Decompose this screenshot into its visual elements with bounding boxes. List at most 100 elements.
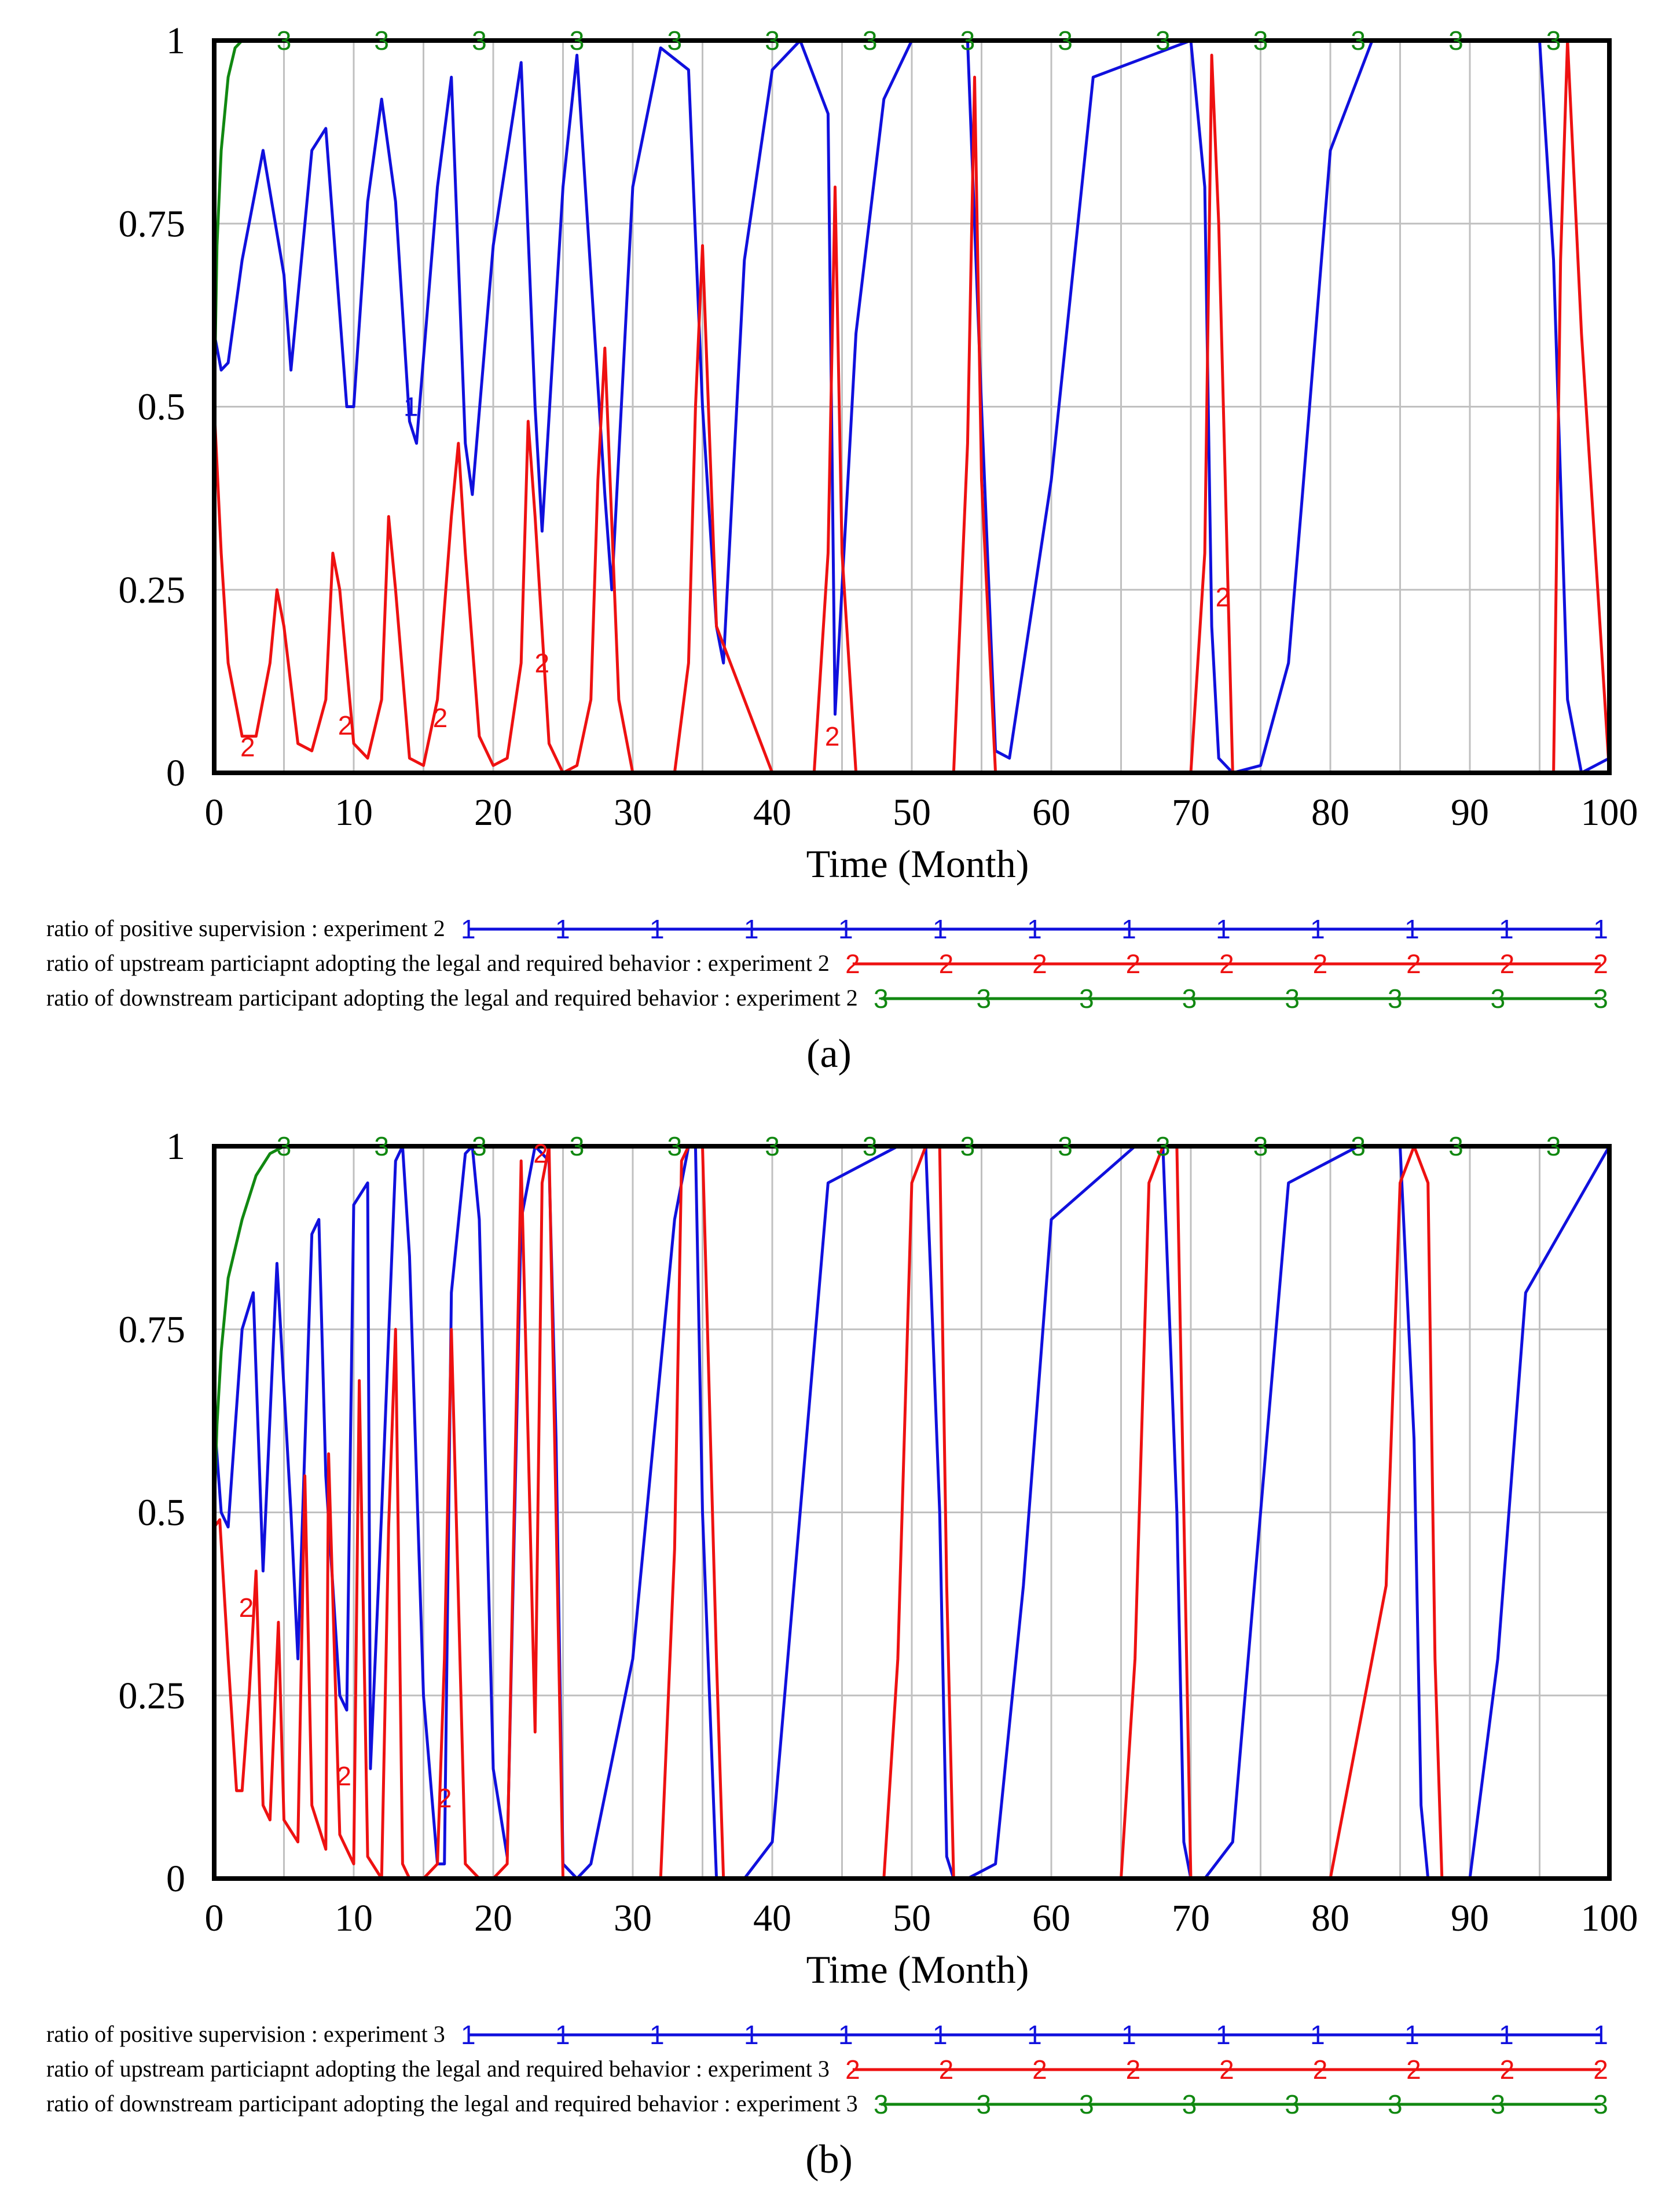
legend-marker-series-3: 3 xyxy=(1593,984,1608,1014)
legend-marker-series-1: 1 xyxy=(1499,914,1514,944)
series-1-point-label: 1 xyxy=(404,392,419,422)
series-3-marker: 3 xyxy=(570,1131,585,1161)
legend-marker-series-3: 3 xyxy=(1491,2089,1506,2119)
y-tick-label: 0.25 xyxy=(119,1675,186,1717)
x-tick-label: 50 xyxy=(893,1897,931,1939)
series-2-point-label: 2 xyxy=(1216,582,1231,612)
series-2-point-label: 2 xyxy=(825,721,840,751)
y-tick-label: 0.25 xyxy=(119,569,186,611)
legend-marker-series-1: 1 xyxy=(838,914,853,944)
x-tick-label: 10 xyxy=(335,791,373,834)
legend-marker-series-1: 1 xyxy=(555,2020,570,2050)
y-tick-label: 0.75 xyxy=(119,1308,186,1351)
legend-label-series-2: ratio of upstream particiapnt adopting t… xyxy=(46,950,830,976)
y-tick-label: 0.75 xyxy=(119,203,186,245)
legend-marker-series-1: 1 xyxy=(461,2020,476,2050)
series-1-line xyxy=(212,39,1611,775)
legend-marker-series-1: 1 xyxy=(933,914,948,944)
legend-marker-series-3: 3 xyxy=(1182,2089,1197,2119)
series-3-marker: 3 xyxy=(1351,25,1366,56)
legend-label-series-3: ratio of downstream participant adopting… xyxy=(46,2090,858,2116)
x-tick-label: 0 xyxy=(205,1897,224,1939)
x-tick-label: 20 xyxy=(474,791,512,834)
legend-marker-series-2: 2 xyxy=(1313,2055,1328,2085)
legend-label-series-3: ratio of downstream participant adopting… xyxy=(46,985,858,1011)
legend-marker-series-2: 2 xyxy=(1500,949,1515,979)
legend-marker-series-3: 3 xyxy=(1079,2089,1094,2119)
legend: ratio of positive supervision : experime… xyxy=(46,2020,1608,2119)
legend-marker-series-2: 2 xyxy=(845,949,860,979)
legend-marker-series-3: 3 xyxy=(1388,2089,1403,2119)
legend-marker-series-2: 2 xyxy=(1593,2055,1608,2085)
legend-marker-series-1: 1 xyxy=(1216,2020,1231,2050)
legend-marker-series-2: 2 xyxy=(939,949,954,979)
legend-marker-series-1: 1 xyxy=(1404,914,1419,944)
x-axis-title: Time (Month) xyxy=(806,842,1029,886)
legend-marker-series-1: 1 xyxy=(1027,914,1042,944)
legend-marker-series-3: 3 xyxy=(1285,984,1300,1014)
series-3-marker: 3 xyxy=(1448,25,1463,56)
legend-marker-series-1: 1 xyxy=(555,914,570,944)
x-tick-label: 70 xyxy=(1172,791,1210,834)
series-3-line xyxy=(212,1144,1609,1513)
series-3-marker: 3 xyxy=(374,1131,389,1161)
legend-marker-series-2: 2 xyxy=(845,2055,860,2085)
legend-marker-series-1: 1 xyxy=(1593,2020,1608,2050)
legend-marker-series-1: 1 xyxy=(744,2020,759,2050)
x-tick-label: 0 xyxy=(205,791,224,834)
legend-marker-series-2: 2 xyxy=(1126,949,1141,979)
gridlines xyxy=(213,39,1611,774)
legend-marker-series-1: 1 xyxy=(1216,914,1231,944)
legend-marker-series-3: 3 xyxy=(1593,2089,1608,2119)
gridlines xyxy=(213,1145,1611,1880)
legend-label-series-1: ratio of positive supervision : experime… xyxy=(46,2021,445,2047)
series-2-point-label: 2 xyxy=(533,1139,548,1169)
plot-frame xyxy=(212,1144,1612,1881)
legend-marker-series-1: 1 xyxy=(1027,2020,1042,2050)
series-3-marker: 3 xyxy=(1448,1131,1463,1161)
series-markers: 3 3 3 3 3 3 3 3 3 3 3 3 3 3 xyxy=(277,25,1561,56)
panel-caption: (b) xyxy=(805,2137,853,2182)
x-tick-label: 90 xyxy=(1451,1897,1489,1939)
series-3-marker: 3 xyxy=(472,25,487,56)
series-3-marker: 3 xyxy=(277,25,292,56)
legend-marker-series-2: 2 xyxy=(1219,2055,1234,2085)
legend-marker-series-1: 1 xyxy=(1310,914,1325,944)
series-markers: 3 3 3 3 3 3 3 3 3 3 3 3 3 3 xyxy=(277,1131,1561,1161)
series-3-marker: 3 xyxy=(1058,25,1073,56)
series-3-marker: 3 xyxy=(960,1131,975,1161)
series-3-marker: 3 xyxy=(863,25,878,56)
legend-marker-series-3: 3 xyxy=(874,984,889,1014)
y-tick-label: 0.5 xyxy=(138,1492,186,1534)
legend-marker-series-2: 2 xyxy=(1126,2055,1141,2085)
series-3-marker: 3 xyxy=(1546,1131,1561,1161)
x-tick-label: 10 xyxy=(335,1897,373,1939)
series-2-point-label: 2 xyxy=(437,1783,452,1813)
y-tick-label: 1 xyxy=(166,20,185,62)
legend-marker-series-3: 3 xyxy=(874,2089,889,2119)
series-2-point-label: 2 xyxy=(240,732,255,762)
series-3-marker: 3 xyxy=(1156,1131,1171,1161)
y-tick-label: 0 xyxy=(166,1858,185,1900)
legend-marker-series-1: 1 xyxy=(650,2020,665,2050)
series-3-marker: 3 xyxy=(960,25,975,56)
series-3-marker: 3 xyxy=(1253,25,1268,56)
legend-label-series-1: ratio of positive supervision : experime… xyxy=(46,915,445,941)
series-3-marker: 3 xyxy=(667,1131,683,1161)
legend-marker-series-3: 3 xyxy=(1079,984,1094,1014)
series-group xyxy=(212,1144,1611,1880)
x-tick-label: 80 xyxy=(1311,791,1349,834)
legend-marker-series-2: 2 xyxy=(1406,949,1421,979)
x-tick-label: 90 xyxy=(1451,791,1489,834)
y-tick-label: 0.5 xyxy=(138,386,186,428)
series-3-marker: 3 xyxy=(570,25,585,56)
legend-label-series-2: ratio of upstream particiapnt adopting t… xyxy=(46,2056,830,2082)
legend-marker-series-3: 3 xyxy=(977,984,992,1014)
series-3-marker: 3 xyxy=(667,25,683,56)
series-2-point-label: 2 xyxy=(338,710,353,740)
x-tick-label: 30 xyxy=(614,791,652,834)
legend-marker-series-1: 1 xyxy=(744,914,759,944)
legend-marker-series-1: 1 xyxy=(650,914,665,944)
series-3-marker: 3 xyxy=(863,1131,878,1161)
legend-marker-series-2: 2 xyxy=(1313,949,1328,979)
